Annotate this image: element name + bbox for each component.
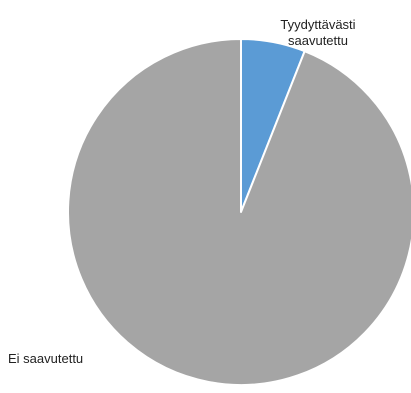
slice-label-tyydyttavasti-saavutettu: Tyydyttävästi saavutettu [280, 17, 356, 48]
slice-label-ei-saavutettu: Ei saavutettu [8, 351, 84, 366]
pie-slice-ei-saavutettu [67, 38, 411, 386]
